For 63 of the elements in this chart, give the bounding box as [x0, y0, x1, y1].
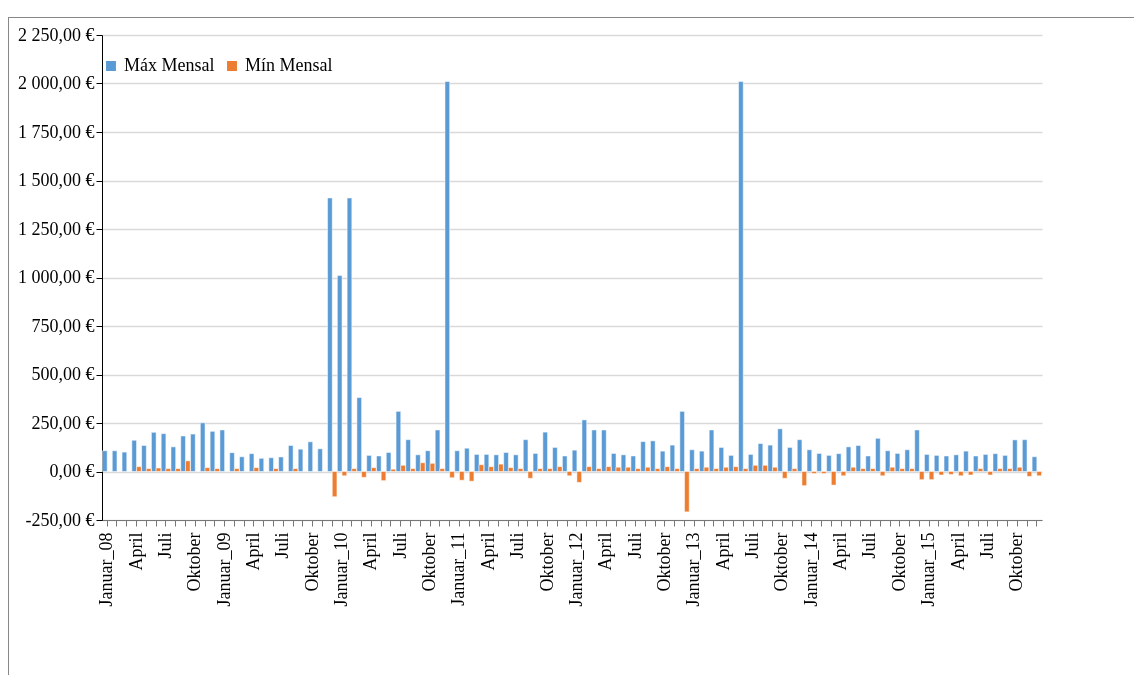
- y-tick-label: 1 750,00 €: [18, 121, 95, 142]
- y-tick-label: 500,00 €: [31, 364, 95, 384]
- y-tick-label: 1 500,00 €: [18, 170, 95, 190]
- bar: [238, 456, 245, 472]
- x-tick-label: Juli: [389, 532, 410, 559]
- bar: [111, 450, 118, 472]
- x-tick-label: Juli: [624, 532, 645, 559]
- x-tick-label: April: [830, 532, 851, 571]
- x-tick-label: April: [125, 532, 146, 571]
- bar: [972, 455, 979, 472]
- x-tick-label: Juli: [859, 532, 880, 559]
- x-tick-label: Juli: [976, 532, 997, 559]
- x-tick-label: Oktober: [888, 532, 909, 592]
- bar: [121, 451, 128, 472]
- bar: [131, 439, 138, 472]
- bar: [199, 422, 206, 472]
- y-tick-label: 1 000,00 €: [18, 267, 95, 287]
- x-tick-label: April: [477, 532, 498, 571]
- x-tick-label: April: [242, 532, 263, 571]
- x-tick-label: Oktober: [184, 532, 205, 592]
- y-tick-label: 1 250,00 €: [18, 218, 95, 239]
- legend-label: Máx Mensal: [124, 55, 215, 75]
- x-tick-label: Januar_09: [213, 532, 234, 607]
- bar: [698, 450, 705, 472]
- bar: [610, 452, 617, 472]
- bar: [287, 445, 294, 472]
- x-tick-label: Oktober: [771, 532, 792, 592]
- x-tick-label: April: [595, 532, 616, 571]
- bar: [268, 457, 275, 472]
- x-tick-label: Oktober: [301, 532, 322, 592]
- x-tick-label: April: [712, 532, 733, 571]
- x-tick-label: Juli: [154, 532, 175, 559]
- bar: [659, 450, 666, 472]
- y-tick-label: -250,00 €: [25, 509, 95, 530]
- x-tick-label: Oktober: [419, 532, 440, 592]
- x-tick-label: Juli: [272, 532, 293, 559]
- bar: [561, 455, 568, 472]
- x-tick-label: April: [947, 532, 968, 571]
- bar: [101, 450, 108, 472]
- x-tick-label: Juli: [507, 532, 528, 559]
- x-tick-label: April: [360, 532, 381, 571]
- x-tick-label: Oktober: [1006, 532, 1027, 592]
- bar: [307, 441, 314, 472]
- bar: [150, 431, 157, 472]
- y-tick-label: 0,00 €: [49, 461, 95, 481]
- y-tick-label: 2 000,00 €: [18, 73, 95, 93]
- x-tick-label: Januar_15: [918, 532, 939, 607]
- x-tick-label: Januar_14: [800, 532, 821, 607]
- x-tick-label: Januar_11: [448, 532, 469, 606]
- y-tick-label: 250,00 €: [31, 412, 95, 433]
- y-tick-label: 2 250,00 €: [18, 24, 95, 45]
- legend-label: Mín Mensal: [245, 55, 333, 75]
- y-tick-label: 750,00 €: [31, 315, 95, 336]
- bar: [317, 448, 323, 472]
- x-tick-label: Oktober: [536, 532, 557, 592]
- x-tick-label: Januar_10: [331, 532, 352, 607]
- x-tick-label: Januar_08: [96, 532, 117, 607]
- bar: [248, 453, 255, 472]
- bar: [884, 450, 891, 472]
- x-tick-label: Juli: [742, 532, 763, 559]
- x-tick-label: Januar_13: [683, 532, 704, 607]
- x-tick-label: Oktober: [653, 532, 674, 592]
- x-tick-label: Januar_12: [565, 532, 586, 607]
